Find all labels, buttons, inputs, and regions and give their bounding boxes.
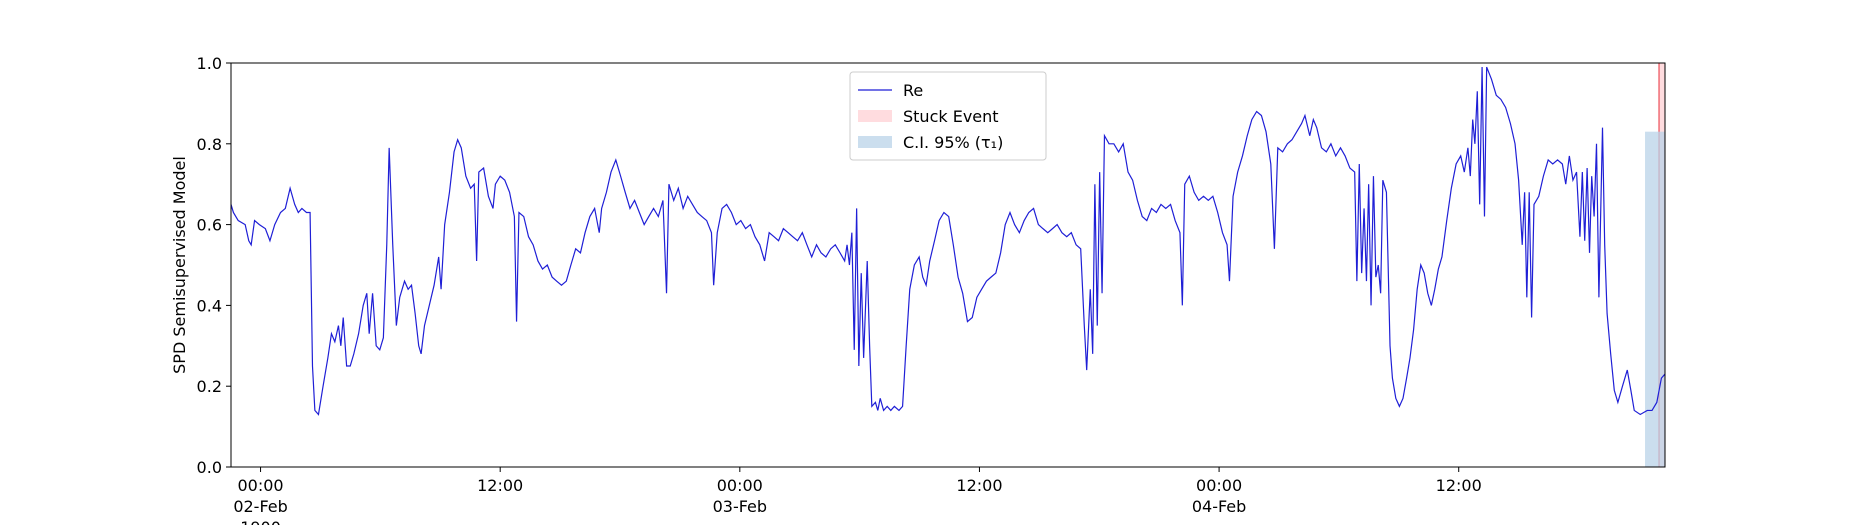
y-tick-label: 0.8 bbox=[197, 135, 222, 154]
x-tick-label: 12:00 bbox=[477, 476, 523, 495]
x-tick-label: 12:00 bbox=[1436, 476, 1482, 495]
y-tick-label: 0.4 bbox=[197, 296, 222, 315]
y-tick-label: 0.2 bbox=[197, 377, 222, 396]
legend-label: Stuck Event bbox=[903, 107, 999, 126]
legend-box bbox=[849, 71, 1047, 161]
x-tick-label: 00:00 04-Feb bbox=[1192, 476, 1246, 516]
legend-label: C.I. 95% (τ₁) bbox=[903, 133, 1003, 152]
x-tick-label: 00:00 03-Feb bbox=[713, 476, 767, 516]
plot-frame bbox=[230, 62, 1666, 468]
legend-swatch bbox=[858, 136, 892, 148]
x-tick-label: 12:00 bbox=[956, 476, 1002, 495]
legend-label: Re bbox=[903, 81, 923, 100]
y-tick-label: 1.0 bbox=[197, 54, 222, 73]
span bbox=[1645, 131, 1665, 467]
y-tick-label: 0.6 bbox=[197, 216, 222, 235]
legend: Re Stuck Event C.I. 95% (τ₁) bbox=[849, 71, 1047, 161]
legend-swatch bbox=[858, 110, 892, 122]
y-tick-label: 0.0 bbox=[197, 458, 222, 477]
y-axis-label: SPD Semisupervised Model bbox=[170, 156, 189, 374]
line bbox=[230, 66, 1666, 416]
